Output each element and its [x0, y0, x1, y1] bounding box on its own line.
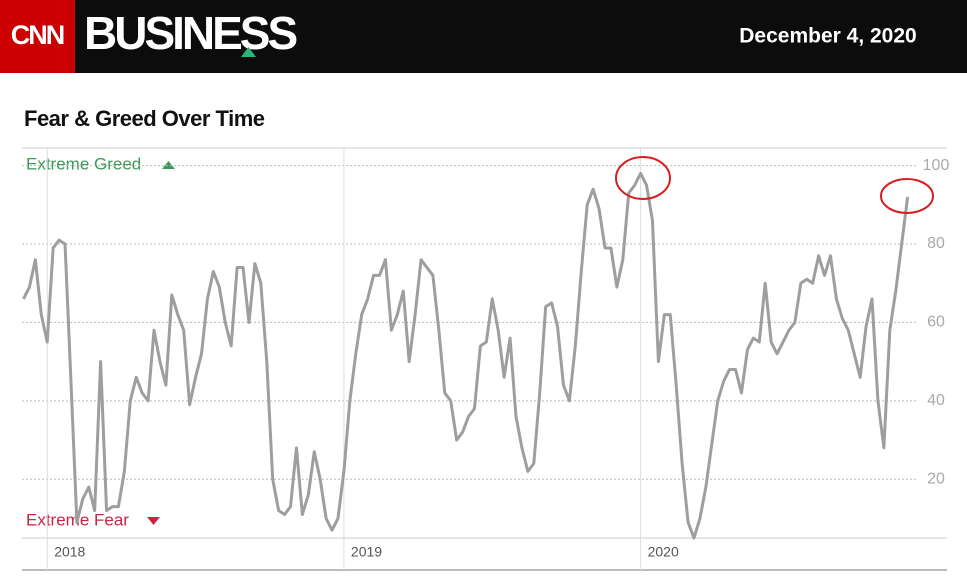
brand-mark	[241, 47, 256, 57]
y-tick-label: 40	[927, 392, 945, 409]
highlight-circle	[880, 178, 934, 214]
y-tick-label: 20	[927, 470, 945, 487]
fear-arrow	[147, 517, 160, 525]
y-tick-label: 100	[923, 157, 950, 174]
greed-label: Extreme Greed	[26, 154, 141, 173]
logo[interactable]: CNN	[11, 20, 66, 50]
y-tick-label: 60	[927, 314, 945, 331]
y-tick-label: 80	[927, 235, 945, 252]
line	[22, 171, 910, 540]
date: December 4, 2020	[739, 25, 916, 48]
x-tick-label: 2019	[351, 544, 382, 560]
x-tick-label: 2020	[648, 544, 679, 560]
x-tick-label: 2018	[54, 544, 85, 560]
brand[interactable]: BUSINESS	[84, 7, 299, 59]
plot: 20 40 60 80 100 2018 2019 2020	[22, 148, 949, 570]
logo-box[interactable]	[0, 0, 75, 73]
chart-title: Fear & Greed Over Time	[24, 106, 265, 131]
header-bar	[0, 0, 967, 73]
highlight-circle	[615, 156, 671, 200]
greed-arrow	[162, 161, 175, 169]
